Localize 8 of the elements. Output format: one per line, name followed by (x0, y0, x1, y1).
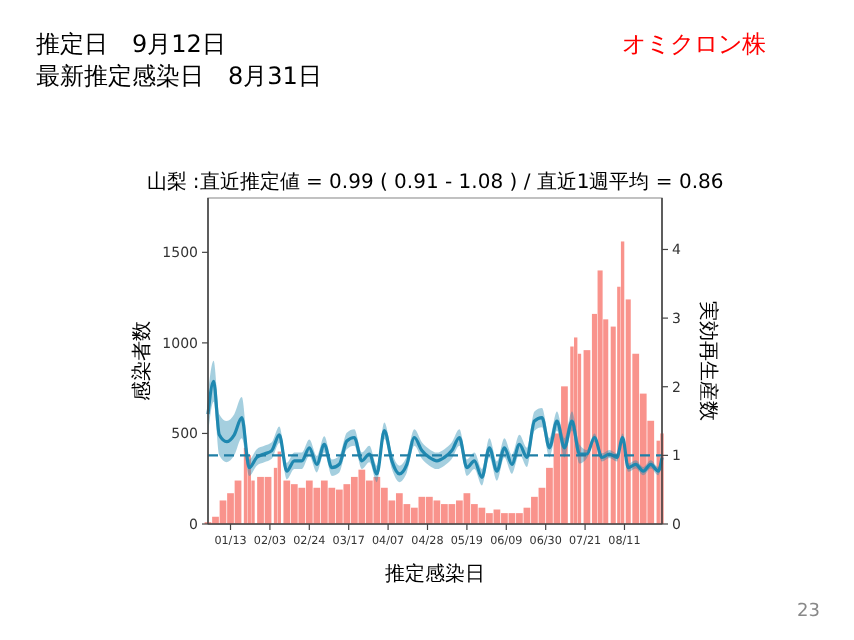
text: 推定日 9月12日 (36, 30, 226, 58)
y-axis-title: 感染者数 (130, 321, 154, 401)
text: オミクロン株 (622, 30, 766, 58)
text: 最新推定感染日 8月31日 (36, 62, 322, 90)
text: 23 (797, 602, 820, 622)
x-axis-title: 推定感染日 (385, 562, 485, 586)
chart-title: 山梨 :直近推定値 = 0.99 ( 0.91 - 1.08 ) / 直近1週平均 = 0.86 (146, 170, 724, 194)
y2-axis-title: 実効再生産数 (696, 301, 720, 421)
